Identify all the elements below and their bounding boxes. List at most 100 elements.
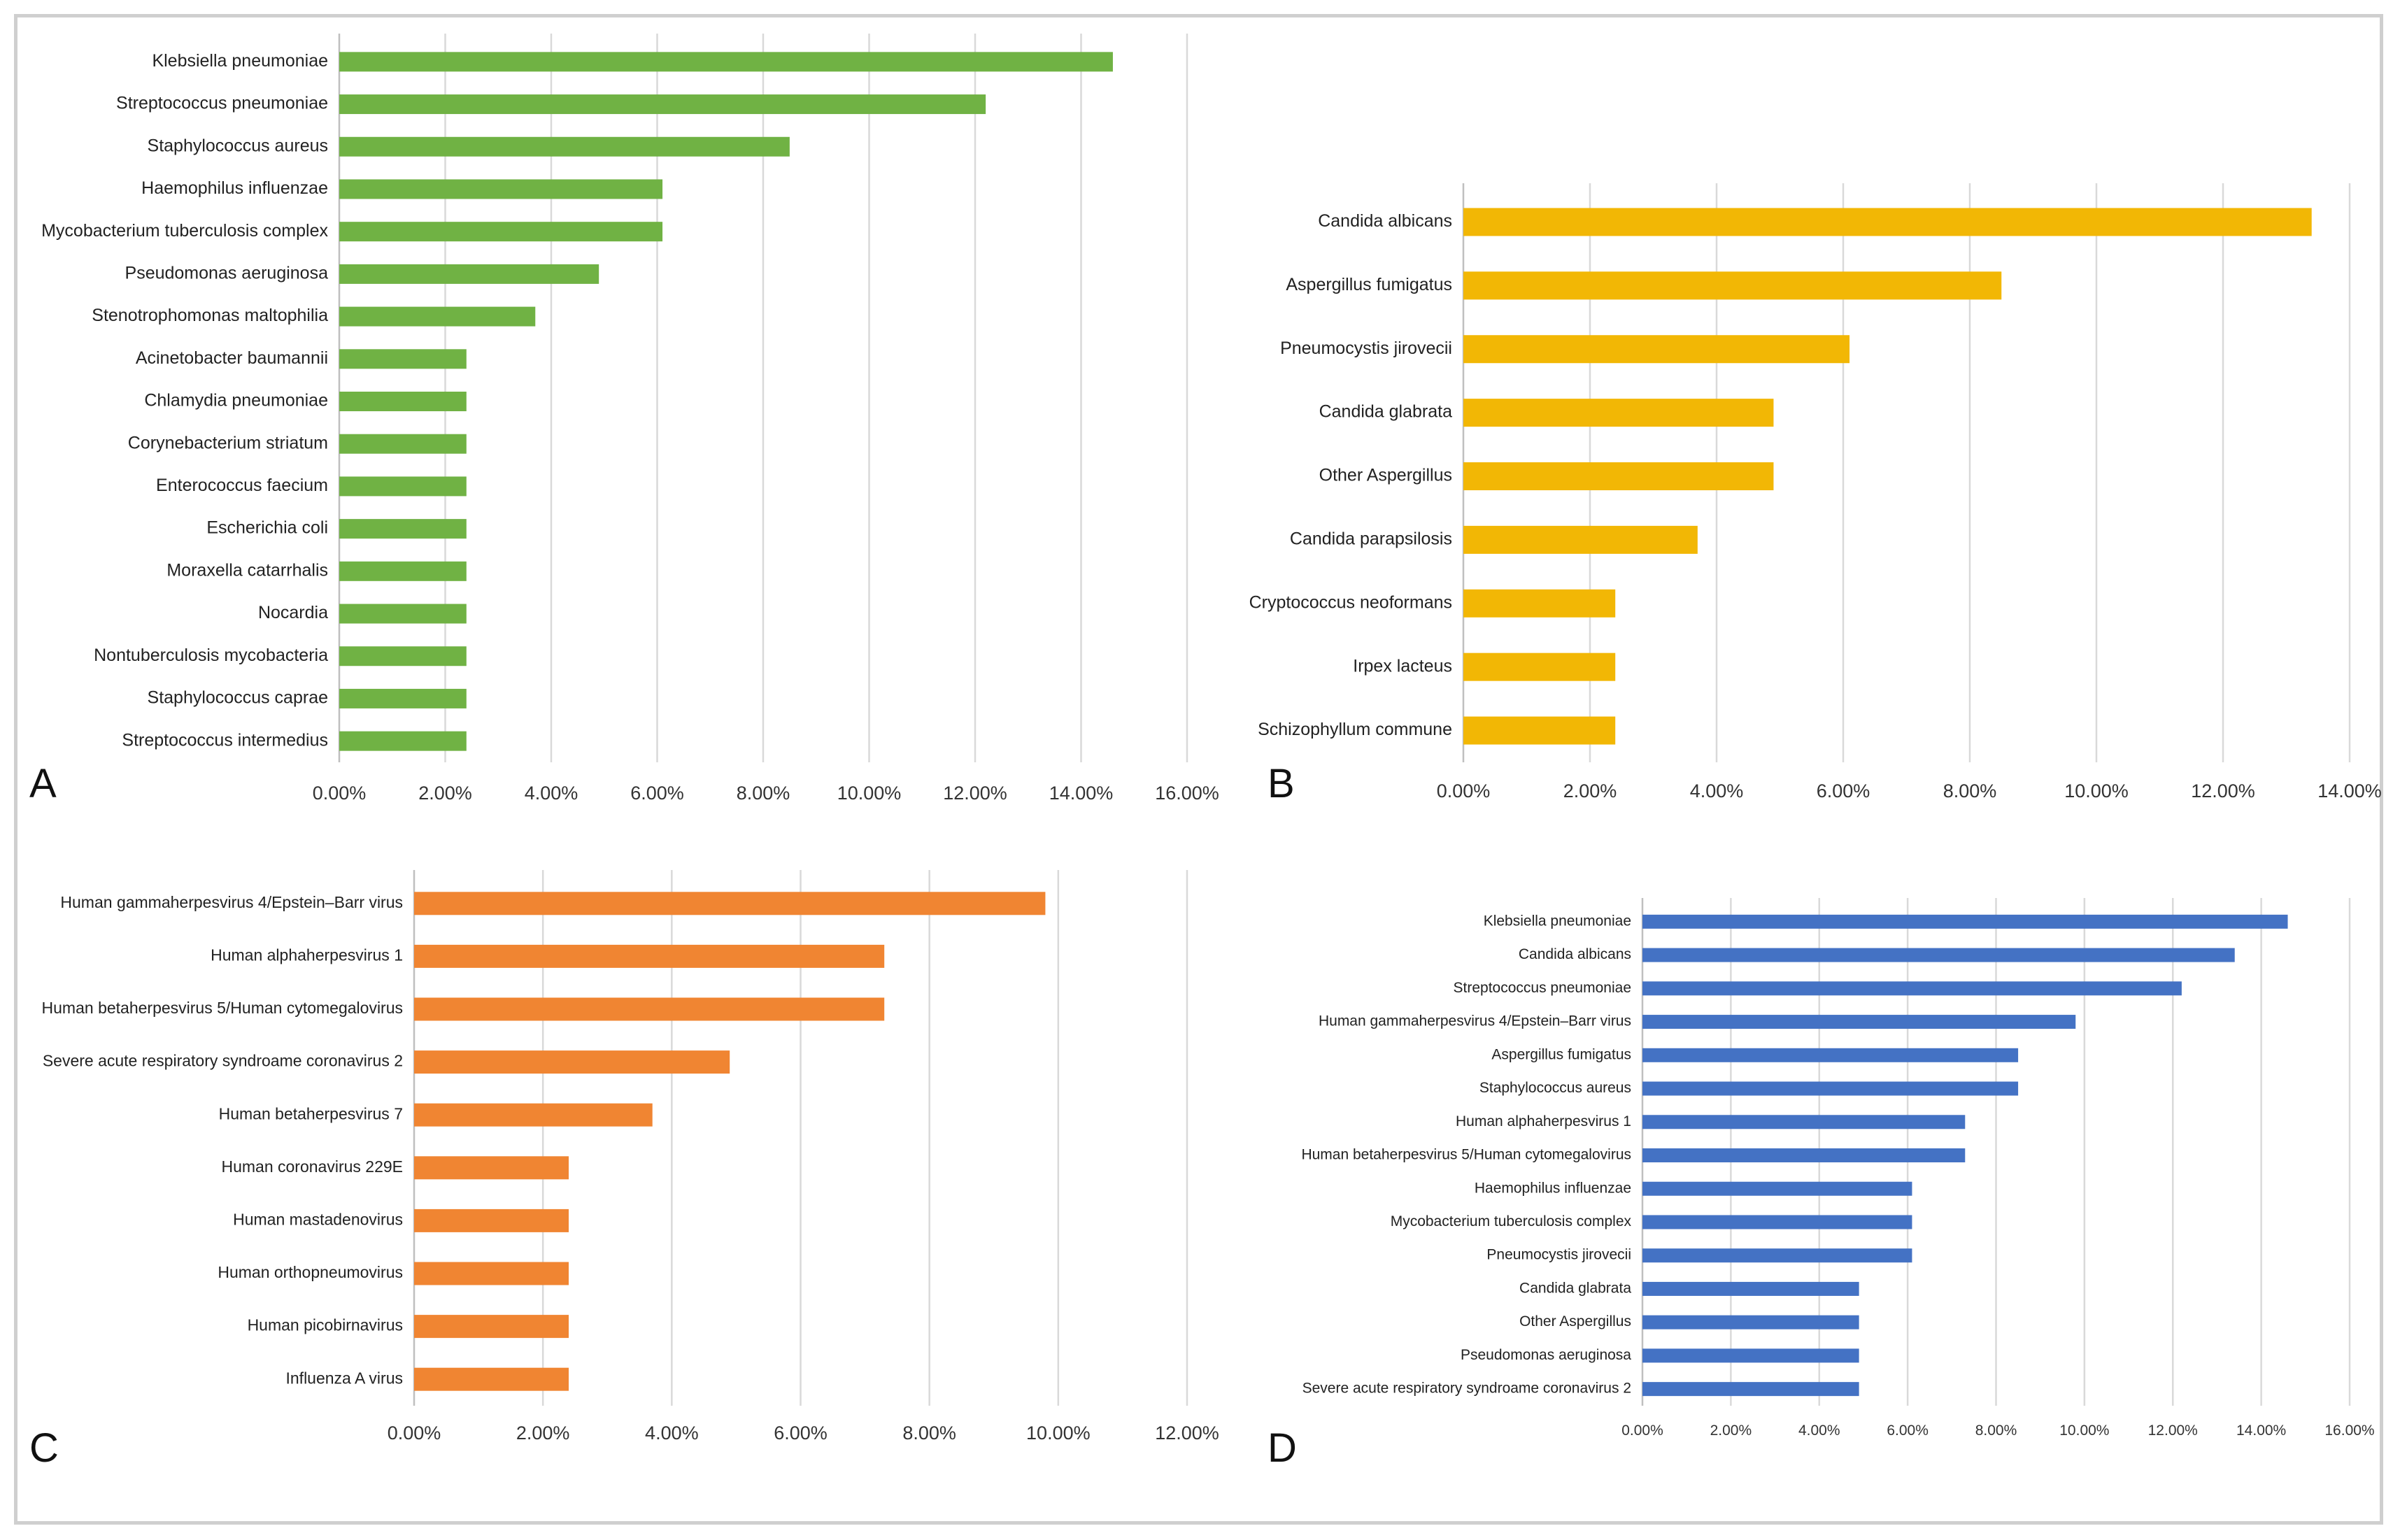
bar — [414, 1262, 569, 1285]
bar — [1463, 653, 1616, 681]
panel-letter: A — [29, 761, 57, 806]
x-tick-label: 2.00% — [1563, 780, 1617, 801]
bar — [339, 94, 986, 115]
x-tick-label: 12.00% — [1155, 1423, 1219, 1443]
bar — [1463, 716, 1616, 745]
bar — [339, 52, 1113, 72]
bar — [339, 688, 467, 708]
x-tick-label: 2.00% — [418, 783, 472, 804]
x-tick-label: 8.00% — [902, 1423, 956, 1443]
bar — [339, 476, 467, 497]
x-tick-label: 10.00% — [2064, 780, 2129, 801]
category-label: Severe acute respiratory syndroame coron… — [1302, 1381, 1631, 1397]
category-label: Staphylococcus caprae — [148, 688, 328, 708]
category-label: Severe acute respiratory syndroame coron… — [43, 1052, 403, 1070]
category-label: Pseudomonas aeruginosa — [125, 263, 329, 283]
category-label: Mycobacterium tuberculosis complex — [1391, 1213, 1632, 1229]
x-tick-label: 0.00% — [313, 783, 367, 804]
category-label: Human betaherpesvirus 5/Human cytomegalo… — [1301, 1147, 1631, 1163]
category-label: Pseudomonas aeruginosa — [1461, 1347, 1631, 1363]
panel-letter: B — [1268, 761, 1295, 806]
bar — [1463, 208, 2312, 236]
bar — [339, 179, 663, 199]
x-tick-label: 6.00% — [1817, 780, 1870, 801]
category-label: Staphylococcus aureus — [148, 136, 328, 155]
bar — [339, 604, 467, 624]
panel-letter: C — [29, 1425, 59, 1471]
category-label: Human gammaherpesvirus 4/Epstein–Barr vi… — [60, 893, 403, 911]
x-tick-label: 0.00% — [1621, 1423, 1663, 1439]
bar — [339, 731, 467, 751]
category-label: Stenotrophomonas maltophilia — [92, 306, 328, 325]
x-tick-label: 2.00% — [1710, 1423, 1752, 1439]
x-tick-label: 6.00% — [630, 783, 684, 804]
bar — [1642, 1248, 1912, 1263]
bar — [339, 434, 467, 454]
x-tick-label: 10.00% — [837, 783, 902, 804]
bar — [414, 1103, 653, 1127]
x-tick-label: 14.00% — [2317, 780, 2382, 801]
category-label: Klebsiella pneumoniae — [152, 51, 328, 71]
x-tick-label: 0.00% — [1437, 780, 1491, 801]
bar — [1642, 1348, 1859, 1363]
x-tick-label: 4.00% — [1798, 1423, 1840, 1439]
category-label: Klebsiella pneumoniae — [1484, 913, 1631, 929]
bar — [1642, 1315, 1859, 1329]
bar — [414, 1367, 569, 1391]
panel-a-chart: 0.00% 2.00% 4.00% 6.00% 8.00% 10.00% 12.00% 14.… — [29, 34, 1219, 806]
x-tick-label: 12.00% — [2191, 780, 2255, 801]
category-label: Cryptococcus neoformans — [1249, 592, 1452, 612]
bar — [339, 561, 467, 581]
x-tick-label: 4.00% — [525, 783, 578, 804]
bar — [1642, 1215, 1912, 1229]
category-label: Pneumocystis jirovecii — [1486, 1247, 1631, 1263]
x-tick-label: 16.00% — [1155, 783, 1219, 804]
category-label: Acinetobacter baumannii — [136, 348, 328, 368]
x-tick-label: 10.00% — [2059, 1423, 2109, 1439]
bar — [1463, 399, 1774, 427]
category-label: Aspergillus fumigatus — [1286, 275, 1452, 294]
panel-letter: D — [1268, 1425, 1297, 1471]
category-label: Candida albicans — [1519, 946, 1631, 962]
category-label: Streptococcus intermedius — [122, 730, 328, 750]
x-tick-label: 6.00% — [774, 1423, 828, 1443]
bar — [1642, 1181, 1912, 1196]
category-label: Human betaherpesvirus 7 — [219, 1104, 403, 1122]
category-label: Other Aspergillus — [1319, 466, 1452, 485]
category-label: Mycobacterium tuberculosis complex — [41, 221, 328, 241]
category-label: Pneumocystis jirovecii — [1280, 338, 1452, 358]
bar — [414, 1050, 730, 1074]
category-label: Influenza A virus — [286, 1369, 404, 1387]
bar — [339, 222, 663, 242]
bar — [1463, 589, 1616, 618]
category-label: Moraxella catarrhalis — [166, 560, 328, 580]
bar — [1463, 335, 1850, 364]
bar — [1642, 1148, 1966, 1162]
bar — [1463, 271, 2002, 300]
category-label: Candida glabrata — [1519, 1280, 1631, 1296]
x-tick-label: 0.00% — [388, 1423, 441, 1443]
bar — [1642, 914, 2288, 929]
bar — [339, 392, 467, 411]
category-label: Human betaherpesvirus 5/Human cytomegalo… — [42, 999, 403, 1017]
category-label: Nontuberculosis mycobacteria — [94, 646, 328, 665]
category-label: Human picobirnavirus — [248, 1316, 403, 1334]
bar — [339, 646, 467, 666]
x-tick-label: 16.00% — [2324, 1423, 2374, 1439]
x-tick-label: 12.00% — [943, 783, 1007, 804]
bar — [1463, 462, 1774, 490]
bar — [1642, 1015, 2076, 1029]
category-label: Human gammaherpesvirus 4/Epstein–Barr vi… — [1319, 1013, 1631, 1029]
category-label: Haemophilus influenzae — [141, 178, 328, 198]
bar — [339, 264, 599, 284]
category-label: Nocardia — [258, 603, 328, 622]
bar — [414, 997, 885, 1021]
x-tick-label: 10.00% — [1026, 1423, 1091, 1443]
category-label: Human orthopneumovirus — [218, 1263, 403, 1281]
x-tick-label: 12.00% — [2148, 1423, 2198, 1439]
category-label: Enterococcus faecium — [156, 476, 328, 495]
bar — [414, 1315, 569, 1339]
category-label: Candida glabrata — [1319, 402, 1453, 422]
